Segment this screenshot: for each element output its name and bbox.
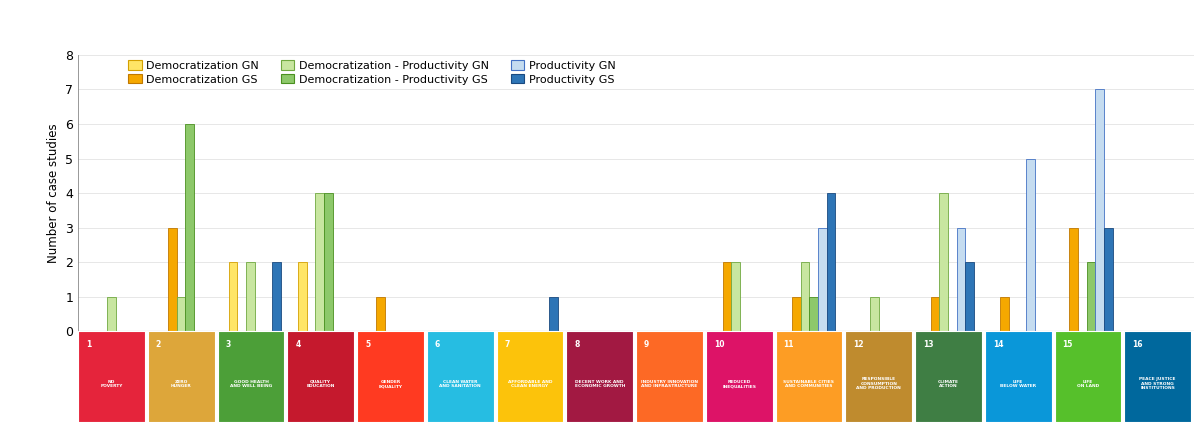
Text: 11: 11 [784,340,794,349]
Bar [731,262,740,331]
Bar [168,227,176,331]
Bar [108,297,116,331]
Text: 12: 12 [853,340,864,349]
Text: QUALITY
EDUCATION: QUALITY EDUCATION [306,380,335,388]
Text: 5: 5 [365,340,370,349]
Bar [818,227,827,331]
Bar [930,297,940,331]
Bar [827,193,835,331]
Bar [1026,159,1034,331]
Bar [792,297,800,331]
Text: 15: 15 [1062,340,1073,349]
Text: 10: 10 [714,340,725,349]
Bar [1000,297,1008,331]
Bar [940,193,948,331]
Bar [1096,89,1104,331]
Text: GENDER
EQUALITY: GENDER EQUALITY [378,380,402,388]
Text: INDUSTRY INNOVATION
AND INFRASTRUCTURE: INDUSTRY INNOVATION AND INFRASTRUCTURE [641,380,698,388]
Bar [1069,227,1078,331]
Bar [800,262,809,331]
Text: NO
POVERTY: NO POVERTY [101,380,122,388]
Bar [324,193,332,331]
Bar [176,297,186,331]
Bar [229,262,238,331]
Text: AFFORDABLE AND
CLEAN ENERGY: AFFORDABLE AND CLEAN ENERGY [508,380,552,388]
Bar [246,262,254,331]
Text: ZERO
HUNGER: ZERO HUNGER [170,380,192,388]
Bar [316,193,324,331]
Text: 14: 14 [992,340,1003,349]
Text: 13: 13 [923,340,934,349]
Legend: Democratization GN, Democratization GS, Democratization - Productivity GN, Democ: Democratization GN, Democratization GS, … [128,60,616,85]
Bar [1104,227,1112,331]
Text: LIFE
ON LAND: LIFE ON LAND [1076,380,1099,388]
Text: CLEAN WATER
AND SANITATION: CLEAN WATER AND SANITATION [439,380,481,388]
Text: PEACE JUSTICE
AND STRONG
INSTITUTIONS: PEACE JUSTICE AND STRONG INSTITUTIONS [1140,377,1176,390]
Y-axis label: Number of case studies: Number of case studies [47,123,60,263]
Bar [870,297,878,331]
Text: LIFE
BELOW WATER: LIFE BELOW WATER [1000,380,1037,388]
Text: 2: 2 [156,340,161,349]
Text: GOOD HEALTH
AND WELL BEING: GOOD HEALTH AND WELL BEING [230,380,272,388]
Bar [272,262,281,331]
Bar [722,262,731,331]
Text: 9: 9 [644,340,649,349]
Text: REDUCED
INEQUALITIES: REDUCED INEQUALITIES [722,380,756,388]
Bar [376,297,385,331]
Text: 6: 6 [434,340,440,349]
Bar [1086,262,1096,331]
Text: CLIMATE
ACTION: CLIMATE ACTION [938,380,959,388]
Text: RESPONSIBLE
CONSUMPTION
AND PRODUCTION: RESPONSIBLE CONSUMPTION AND PRODUCTION [857,377,901,390]
Bar [550,297,558,331]
Text: 4: 4 [295,340,300,349]
Bar [956,227,965,331]
Text: 7: 7 [504,340,510,349]
Text: 16: 16 [1133,340,1142,349]
Bar [298,262,307,331]
Text: SUSTAINABLE CITIES
AND COMMUNITIES: SUSTAINABLE CITIES AND COMMUNITIES [784,380,834,388]
Text: DECENT WORK AND
ECONOMIC GROWTH: DECENT WORK AND ECONOMIC GROWTH [575,380,625,388]
Bar [809,297,818,331]
Text: 1: 1 [86,340,91,349]
Bar [186,124,194,331]
Text: 8: 8 [575,340,580,349]
Bar [965,262,974,331]
Text: 3: 3 [226,340,230,349]
